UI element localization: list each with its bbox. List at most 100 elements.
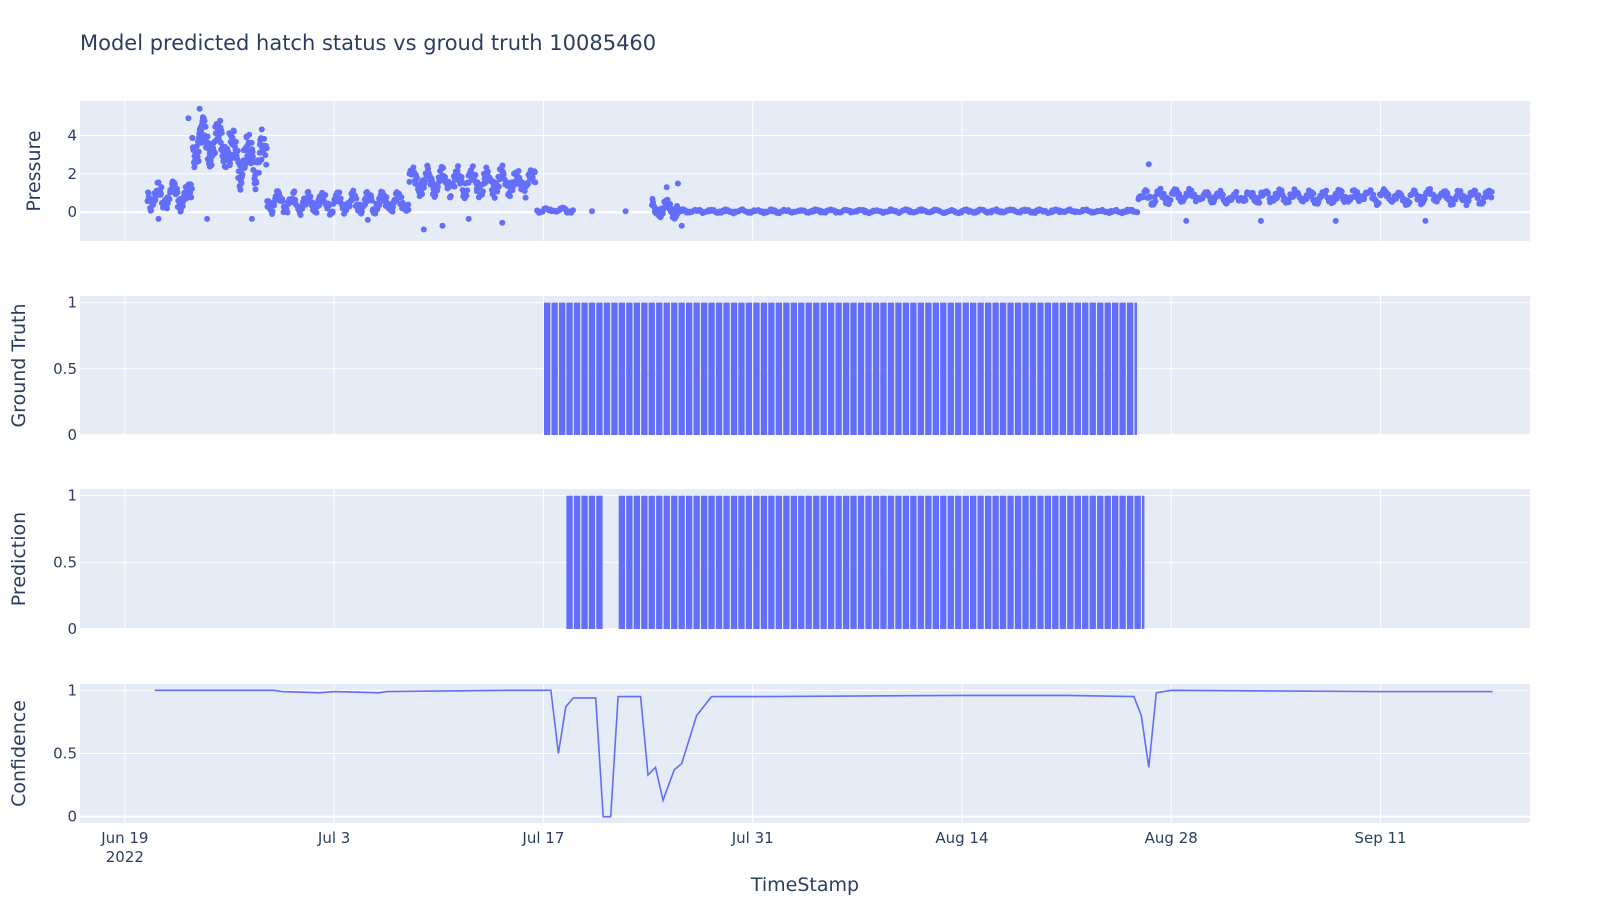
data-point [336,189,343,196]
data-point [239,171,246,178]
bar [940,302,947,435]
data-point [406,178,413,185]
bar [656,302,663,435]
data-point [346,203,353,210]
bar [1029,302,1037,435]
data-point [410,164,417,171]
data-point [291,188,298,195]
bar [872,302,880,435]
data-point [226,160,233,167]
bar [790,302,797,435]
data-point [201,118,208,124]
bar [1127,495,1134,629]
data-point [1146,193,1153,200]
data-point [188,185,195,192]
data-point [419,191,425,198]
bar [618,495,625,629]
data-point [322,192,329,198]
data-point [664,196,671,203]
data-point [531,169,538,176]
x-axis-title: TimeStamp [750,874,859,896]
bar [805,302,812,435]
data-point [368,197,375,204]
bar [1044,495,1052,629]
data-point [1332,217,1339,224]
y-axis-title: Ground Truth [8,303,30,427]
data-point [271,202,278,209]
bar [962,302,969,435]
data-point [515,168,522,174]
bar [723,302,730,435]
data-point [1480,199,1487,206]
bar [753,495,760,629]
data-point [447,193,454,199]
bar [992,302,999,435]
y-tick-label: 0.5 [53,360,77,378]
bar [573,495,581,629]
data-point [455,163,461,170]
x-tick-label: Jul 31 [731,829,774,847]
data-point [269,208,276,215]
bar [708,495,715,629]
bar [985,302,992,435]
bar [678,302,685,435]
bar [1007,495,1014,629]
x-tick-year-label: 2022 [106,848,144,866]
bar [648,302,655,435]
bar [701,495,708,629]
bar [947,495,954,629]
data-point [1310,190,1317,197]
data-point [358,208,365,215]
bar [671,495,678,629]
bar [999,495,1007,629]
data-point [232,138,239,145]
data-point [1446,194,1453,201]
bar [902,302,910,435]
bar [760,495,768,629]
bar [813,302,820,435]
data-point [1375,200,1382,207]
data-point [414,175,421,182]
data-point [174,189,181,196]
bar [596,302,603,435]
data-point [405,201,412,208]
bar [633,302,640,435]
data-point [329,208,336,215]
bar [559,302,566,435]
bar [581,495,588,629]
bar [925,302,932,435]
data-point [284,209,291,216]
bar [835,495,842,629]
data-point [667,201,674,207]
data-point [405,206,412,213]
bar [730,495,738,629]
y-tick-label: 1 [67,681,77,699]
data-point [1333,195,1340,202]
bar [663,495,670,629]
bar [887,302,895,435]
data-point [398,194,405,201]
bar [544,302,551,435]
data-point [1256,199,1263,206]
bar [1067,495,1074,629]
bar [566,302,573,435]
data-point [434,183,441,190]
bar [857,302,865,435]
data-point [1157,185,1164,192]
bar [820,495,827,629]
data-point [529,174,536,181]
bar [992,495,999,629]
y-tick-label: 0 [67,620,77,638]
data-point [1140,194,1147,201]
data-point [442,174,449,180]
data-point [263,161,270,168]
plot-background [80,296,1530,435]
bar [1074,495,1081,629]
bar [865,302,872,435]
bar [626,302,633,435]
data-point [678,222,685,229]
bar [641,495,648,629]
data-point [389,208,396,215]
subplot-panels: 0 2 4 Pressure 0 0.5 1 Ground Truth 0 0.5 1 Predict… [8,101,1530,826]
bar [985,495,992,629]
